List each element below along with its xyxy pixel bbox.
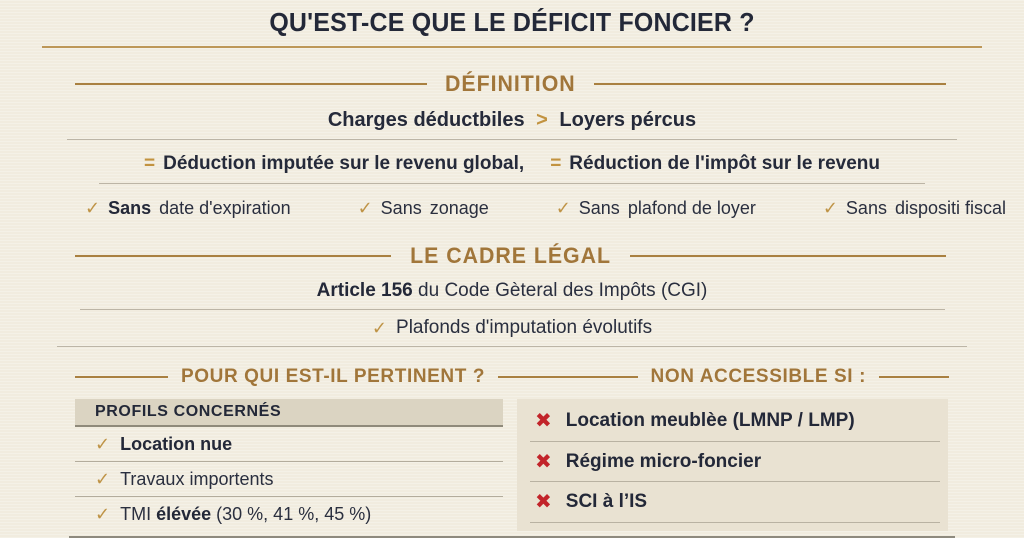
feature-text: dispositi fiscal [894,197,1006,218]
profile-item: ✓ TMI élévée (30 %, 41 %, 45 %) [75,497,503,531]
article-rest: du Code Gèteral des Impôts (CGI) [412,280,708,301]
pertinent-heading: POUR QUI EST-IL PERTINENT ? [181,366,486,387]
equivalence-text: Déduction imputée sur le revenu global, [163,153,525,174]
heading-line-right [593,83,947,85]
profile-text: Travaux importents [120,468,274,489]
legal-article-line: Article 156 du Code Gèteral des Impôts (… [0,280,1024,302]
check-icon: ✓ [95,468,111,489]
feature-text: plafond de loyer [627,197,756,218]
separator [57,346,967,347]
heading-line [879,376,949,378]
feature-text: date d'expiration [159,197,291,218]
greater-than-symbol: > [536,109,548,131]
feature-item: ✓ Sans zonage [358,198,489,219]
separator [79,309,945,310]
feature-prefix: Sans [845,197,887,218]
profile-text: TMI élévée (30 %, 41 %, 45 %) [120,503,372,524]
legal-note-text: Plafonds d'imputation évolutifs [396,317,653,338]
check-icon: ✓ [85,197,101,218]
check-icon: ✓ [555,197,571,218]
not-accessible-heading: NON ACCESSIBLE SI : [650,366,866,387]
equals-icon: = [144,153,156,174]
separator [67,139,957,140]
comparison-left: Charges déductbiles [327,109,525,131]
heading-line [498,376,638,378]
features-row: ✓ Sans date d'expiration ✓ Sans zonage ✓… [0,196,1024,220]
profile-item: ✓ Location nue [75,427,503,462]
exclusion-text: Location meublèe (LMNP / LMP) [565,409,855,431]
feature-prefix: Sans [380,197,422,218]
equivalence-text: Réduction de l'impôt sur le revenu [569,153,880,174]
definition-section-heading: DÉFINITION [75,71,947,96]
cross-icon: ✖ [535,409,552,432]
profile-item: ✓ Travaux importents [75,462,503,497]
comparison-line: Charges déductbiles > Loyers pércus [0,108,1024,132]
exclusion-item: ✖ Location meublèe (LMNP / LMP) [530,401,940,442]
title-underline [42,46,982,48]
exclusion-text: SCI à l’IS [565,491,648,513]
legal-heading-label: LE CADRE LÉGAL [410,243,611,268]
check-icon: ✓ [95,503,111,524]
profiles-panel: PROFILS CONCERNÉS ✓ Location nue ✓ Trava… [75,399,503,531]
heading-line-left [75,83,428,85]
exclusion-text: Régime micro-foncier [565,450,762,472]
exclusions-panel: ✖ Location meublèe (LMNP / LMP) ✖ Régime… [517,399,948,531]
separator [99,183,925,184]
exclusion-item: ✖ Régime micro-foncier [530,442,940,483]
equivalence-row: = Déduction imputée sur le revenu global… [0,152,1024,176]
heading-line-right [630,255,946,257]
feature-prefix: Sans [578,197,620,218]
bottom-rule [69,536,955,538]
check-icon: ✓ [95,433,111,454]
equivalence-item: = Réduction de l'impôt sur le revenu [550,153,880,175]
definition-heading-label: DÉFINITION [445,71,576,96]
feature-prefix: Sans [108,197,152,218]
equals-icon: = [550,153,562,174]
feature-item: ✓ Sans date d'expiration [85,198,291,219]
heading-line-left [75,255,391,257]
cross-icon: ✖ [535,450,552,473]
profiles-panel-header: PROFILS CONCERNÉS [75,399,503,427]
equivalence-item: = Déduction imputée sur le revenu global… [144,153,524,175]
comparison-right: Loyers pércus [559,109,697,131]
profile-text: Location nue [120,433,233,454]
page-title: QU'EST-CE QUE LE DÉFICIT FONCIER ? [269,7,755,37]
feature-text: zonage [429,197,489,218]
feature-item: ✓ Sans dispositi fiscal [823,198,1006,219]
legal-note: ✓ Plafonds d'imputation évolutifs [0,317,1024,339]
legal-section-heading: LE CADRE LÉGAL [75,243,946,268]
check-icon: ✓ [822,197,838,218]
exclusion-item: ✖ SCI à l’IS [530,482,940,524]
check-icon: ✓ [371,317,388,338]
audience-columns: PROFILS CONCERNÉS ✓ Location nue ✓ Trava… [75,399,1024,531]
check-icon: ✓ [357,197,373,218]
audience-headings-row: POUR QUI EST-IL PERTINENT ? NON ACCESSIB… [75,365,949,389]
cross-icon: ✖ [535,491,552,514]
feature-item: ✓ Sans plafond de loyer [556,198,756,219]
heading-line [75,376,168,378]
article-number: Article 156 [316,280,413,301]
